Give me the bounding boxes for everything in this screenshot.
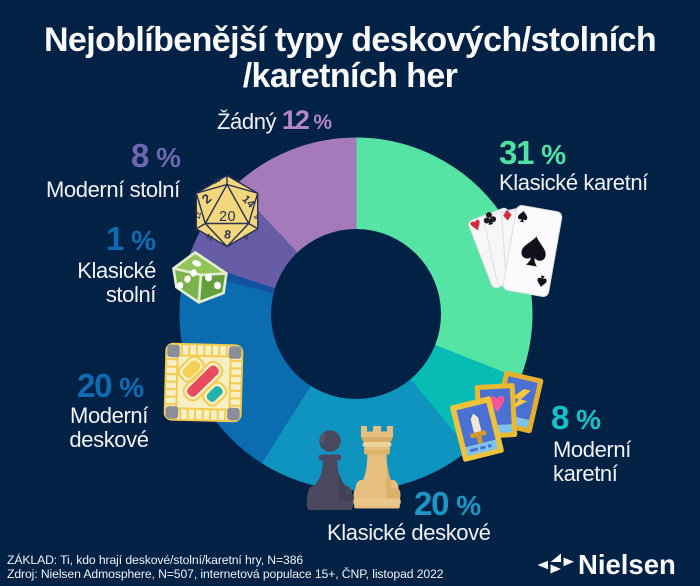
svg-text:6: 6 <box>242 233 250 241</box>
svg-text:5: 5 <box>235 177 242 185</box>
svg-text:8: 8 <box>223 227 232 242</box>
svg-text:9: 9 <box>252 215 260 220</box>
svg-text:Nielsen: Nielsen <box>578 549 676 580</box>
svg-text:12: 12 <box>195 211 203 220</box>
svg-text:18: 18 <box>212 176 222 186</box>
svg-text:10: 10 <box>205 231 215 241</box>
svg-text:20: 20 <box>219 209 236 225</box>
